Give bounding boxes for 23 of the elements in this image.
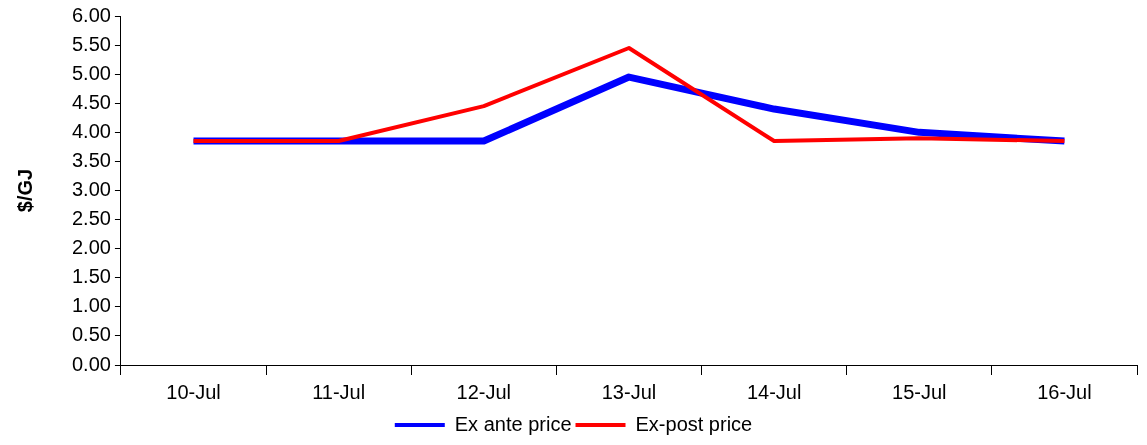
x-tick-label: 15-Jul — [892, 380, 947, 403]
y-axis-title: $/GJ — [13, 168, 36, 213]
y-tick-label: 2.50 — [71, 207, 111, 230]
y-tick-label: 2.00 — [71, 236, 111, 259]
y-tick-label: 1.50 — [71, 265, 111, 288]
y-tick-label: 0.50 — [71, 323, 111, 346]
y-tick-label: 5.50 — [71, 32, 111, 55]
y-tick-label: 1.00 — [71, 294, 111, 317]
x-tick-label: 14-Jul — [746, 380, 802, 403]
y-tick-label: 6.00 — [71, 3, 111, 26]
x-tick-label: 13-Jul — [601, 380, 657, 403]
x-tick-label: 10-Jul — [166, 380, 221, 403]
x-tick-label: 11-Jul — [312, 380, 366, 403]
legend-label: Ex-post price — [635, 412, 753, 435]
x-tick-label: 16-Jul — [1037, 380, 1092, 403]
y-tick-label: 3.00 — [71, 178, 111, 201]
y-tick-label: 4.00 — [71, 119, 111, 142]
y-tick-label: 4.50 — [71, 90, 111, 113]
y-tick-label: 3.50 — [71, 148, 111, 171]
y-tick-label: 5.00 — [71, 61, 111, 84]
y-tick-label: 0.00 — [71, 352, 111, 375]
legend-label: Ex ante price — [454, 412, 572, 435]
x-tick-label: 12-Jul — [456, 380, 512, 403]
